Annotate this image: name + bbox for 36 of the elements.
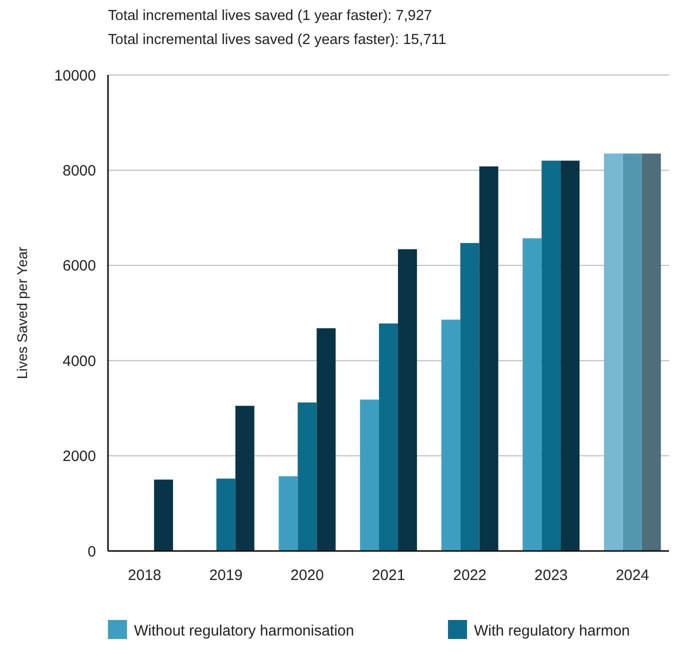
- bar: [154, 480, 174, 551]
- bar: [298, 402, 317, 551]
- bar: [441, 320, 460, 551]
- bar: [542, 160, 561, 551]
- bar: [379, 323, 398, 551]
- bar: [604, 154, 623, 551]
- bar: [460, 243, 480, 551]
- legend-label: Without regulatory harmonisation: [134, 622, 354, 640]
- y-tick-label: 10000: [54, 67, 96, 84]
- y-tick-label: 4000: [62, 352, 96, 370]
- x-tick-label: 2021: [372, 567, 406, 584]
- x-tick-label: 2023: [534, 567, 568, 584]
- bar: [398, 249, 417, 551]
- x-tick-label: 2019: [209, 567, 243, 584]
- x-tick-label: 2020: [290, 567, 324, 584]
- y-axis-title: Lives Saved per Year: [14, 246, 30, 380]
- bar: [360, 400, 380, 551]
- x-tick-label: 2024: [616, 567, 650, 584]
- y-tick-label: 0: [88, 543, 96, 560]
- y-tick-label: 2000: [62, 448, 96, 466]
- y-tick-label: 8000: [62, 162, 96, 180]
- x-tick-label: 2022: [453, 567, 486, 584]
- bar: [522, 238, 542, 551]
- bar: [216, 478, 236, 551]
- legend-label: With regulatory harmon: [474, 622, 630, 640]
- y-tick-label: 6000: [62, 258, 96, 275]
- bar: [278, 476, 298, 551]
- bar: [316, 328, 336, 551]
- bar: [560, 160, 580, 551]
- bar: [479, 166, 498, 551]
- bar: [622, 154, 642, 551]
- x-tick-label: 2018: [128, 567, 162, 584]
- chart-subtitle: Total incremental lives saved (2 years faster): 15,711: [108, 32, 446, 48]
- bar: [642, 154, 661, 551]
- bar: [235, 406, 254, 551]
- chart-title: Total incremental lives saved (1 year faster): 7,927: [108, 8, 432, 24]
